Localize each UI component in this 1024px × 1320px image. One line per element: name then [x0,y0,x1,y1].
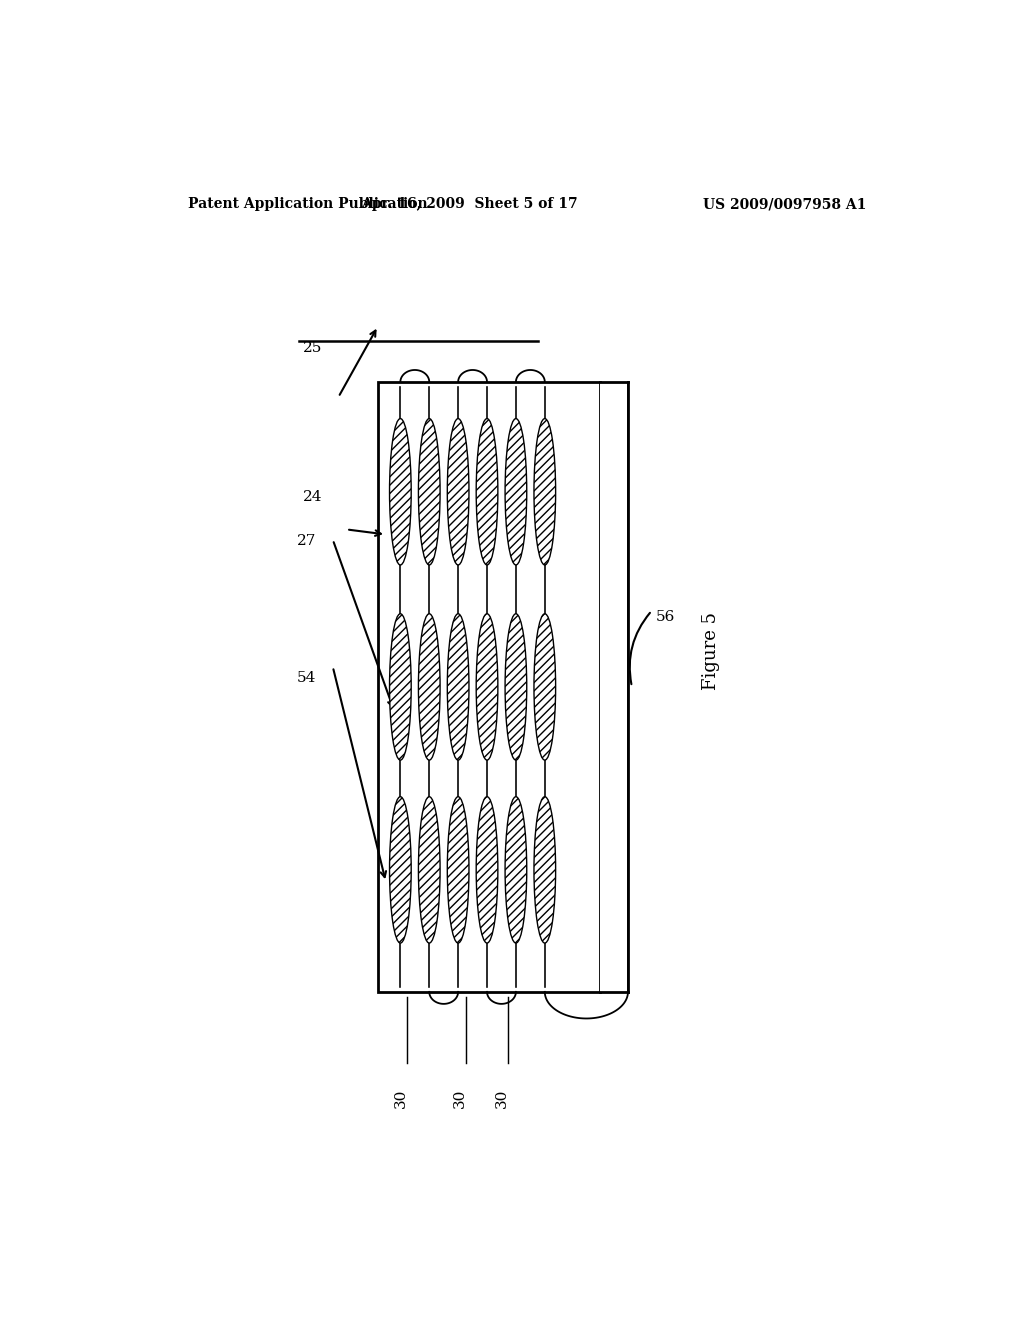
Text: 25: 25 [303,341,322,355]
Bar [378,381,600,991]
Text: 30: 30 [453,1089,467,1107]
Text: 56: 56 [655,610,675,624]
Bar [600,381,628,991]
Ellipse shape [534,614,556,760]
Text: 30: 30 [394,1089,408,1107]
Text: 54: 54 [297,671,316,685]
Ellipse shape [505,797,526,942]
Ellipse shape [447,418,469,565]
Ellipse shape [476,418,498,565]
Ellipse shape [476,797,498,942]
Ellipse shape [505,418,526,565]
Text: 27: 27 [297,533,316,548]
Text: US 2009/0097958 A1: US 2009/0097958 A1 [702,197,866,211]
Ellipse shape [389,418,412,565]
Text: Patent Application Publication: Patent Application Publication [187,197,427,211]
Ellipse shape [419,418,440,565]
Ellipse shape [534,418,556,565]
Ellipse shape [534,797,556,942]
Ellipse shape [389,797,412,942]
Ellipse shape [419,614,440,760]
Text: 24: 24 [303,490,323,504]
Ellipse shape [389,614,412,760]
Ellipse shape [447,614,469,760]
Ellipse shape [447,797,469,942]
Ellipse shape [505,614,526,760]
Text: Figure 5: Figure 5 [702,612,720,690]
Text: Apr. 16, 2009  Sheet 5 of 17: Apr. 16, 2009 Sheet 5 of 17 [360,197,578,211]
Ellipse shape [476,614,498,760]
Text: 30: 30 [495,1089,509,1107]
Ellipse shape [419,797,440,942]
